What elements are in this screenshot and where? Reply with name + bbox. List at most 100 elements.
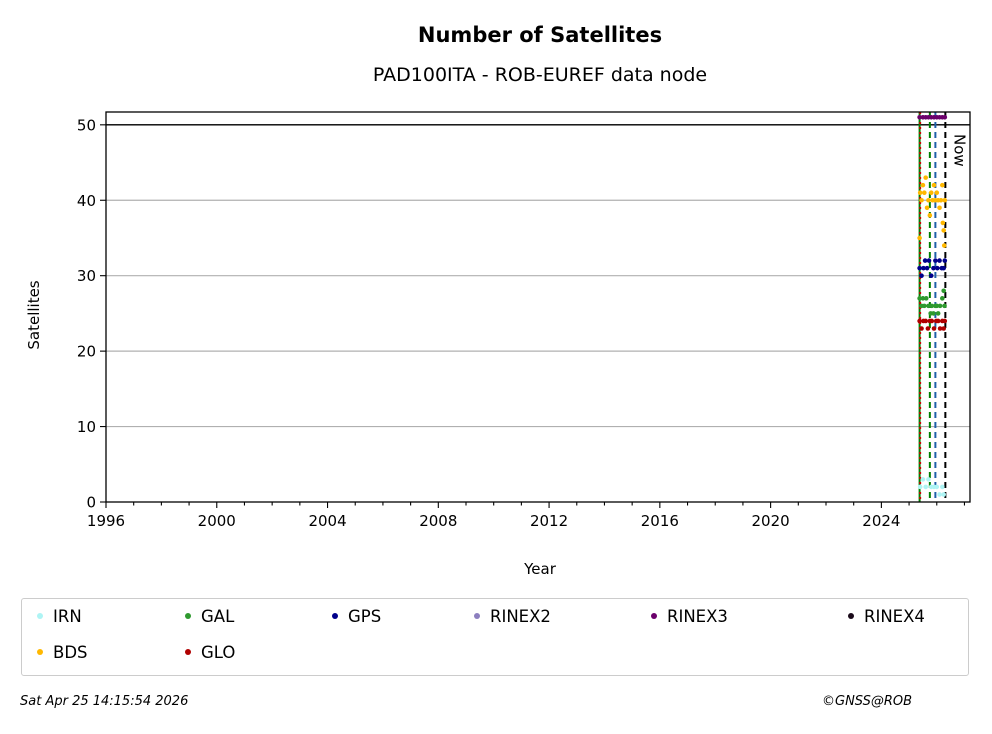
point-gal (923, 296, 929, 301)
point-gal (940, 296, 945, 301)
point-gal (922, 303, 927, 309)
point-gal (920, 296, 926, 301)
legend-item-glo: GLO (185, 643, 235, 662)
ticks: 1996 2000 2004 2008 2012 2016 2020 2024 0 10 20 30 4… (77, 116, 966, 530)
point-gps (931, 265, 936, 271)
point-bds (919, 197, 924, 203)
point-gal (934, 303, 940, 309)
point-bds (924, 205, 930, 211)
legend-label: RINEX2 (490, 607, 551, 626)
legend-item-rinex4: RINEX4 (848, 607, 925, 626)
point-bds (934, 190, 940, 196)
point-bds (937, 205, 942, 211)
point-bds (928, 190, 934, 196)
point-bds (917, 190, 923, 196)
legend-marker (37, 612, 43, 619)
point-gal (917, 296, 922, 301)
footer-timestamp: Sat Apr 25 14:15:54 2026 (20, 694, 189, 709)
point-gps (922, 258, 928, 263)
point-bds (920, 182, 926, 188)
point-glo (925, 326, 931, 331)
point-irn (923, 484, 928, 490)
legend-item-gps: GPS (332, 607, 381, 626)
point-glo (919, 326, 924, 331)
now-label: Now (950, 134, 968, 167)
point-gal (935, 311, 941, 316)
point-gps (924, 265, 930, 271)
point-bds (931, 182, 937, 188)
point-bds (926, 197, 931, 203)
y-tick-label: 50 (77, 116, 96, 134)
chart-title: Number of Satellites (418, 23, 662, 47)
legend-marker (185, 648, 191, 655)
y-tick-label: 30 (77, 267, 96, 285)
point-irn (934, 484, 940, 490)
chart-subtitle: PAD100ITA - ROB-EUREF data node (373, 64, 707, 86)
point-rinex3 (942, 114, 948, 120)
legend-marker (651, 612, 657, 619)
point-gal (926, 303, 931, 309)
point-gps (935, 265, 940, 271)
point-bds (927, 213, 933, 218)
x-tick-label: 2020 (752, 512, 790, 530)
x-tick-label: 2004 (308, 512, 346, 530)
point-gal (941, 288, 946, 294)
point-glo (941, 326, 946, 331)
legend-item-irn: IRN (37, 607, 82, 626)
point-irn (920, 477, 926, 482)
plot-frame (105, 111, 971, 503)
legend-label: RINEX3 (667, 607, 728, 626)
point-gps (928, 273, 934, 278)
point-bds (917, 235, 922, 241)
point-rinex3 (917, 114, 922, 120)
legend-marker (332, 612, 338, 619)
y-tick-label: 40 (77, 192, 96, 210)
point-gps (926, 258, 932, 263)
x-tick-label: 2012 (530, 512, 568, 530)
point-bds (922, 190, 927, 196)
point-gps (933, 258, 938, 263)
point-glo (923, 318, 928, 324)
x-tick-label: 2008 (419, 512, 457, 530)
point-bds (940, 220, 946, 226)
point-bds (923, 175, 928, 180)
legend-label: GAL (201, 607, 235, 626)
point-gps (921, 265, 926, 271)
legend-label: BDS (53, 643, 88, 662)
point-glo (929, 318, 935, 324)
point-irn (917, 484, 923, 490)
y-axis-label: Satellites (25, 280, 43, 349)
point-irn (926, 477, 931, 482)
footer-copyright: ©GNSS@ROB (822, 694, 913, 709)
x-axis-label: Year (523, 560, 557, 578)
point-irn (937, 492, 942, 497)
x-tick-label: 2016 (641, 512, 679, 530)
legend-item-rinex3: RINEX3 (651, 607, 728, 626)
legend-marker (185, 612, 191, 619)
y-tick-label: 10 (77, 418, 96, 436)
point-bds (940, 182, 945, 188)
x-tick-label: 2000 (198, 512, 236, 530)
legend: IRN GAL GPS RINEX2 RINEX3 RINEX4 BDS GLO (21, 598, 969, 676)
point-gps (937, 258, 942, 263)
y-tick-label: 0 (86, 494, 96, 512)
point-glo (942, 318, 948, 324)
point-bds (941, 243, 947, 248)
legend-item-rinex2: RINEX2 (474, 607, 551, 626)
point-bds (942, 197, 948, 203)
point-glo (917, 318, 922, 324)
point-gal (942, 303, 947, 309)
x-tick-label: 2024 (862, 512, 900, 530)
data-points (917, 114, 948, 497)
legend-label: IRN (53, 607, 82, 626)
satellites-chart: Number of Satellites PAD100ITA - ROB-EUR… (25, 23, 971, 578)
point-gps (917, 265, 922, 271)
legend-item-gal: GAL (185, 607, 234, 626)
point-gps (919, 273, 924, 278)
legend-label: RINEX4 (864, 607, 925, 626)
y-tick-label: 20 (77, 343, 96, 361)
legend-marker (37, 648, 43, 655)
point-glo (931, 326, 937, 331)
point-bds (941, 228, 946, 233)
point-glo (935, 318, 941, 324)
